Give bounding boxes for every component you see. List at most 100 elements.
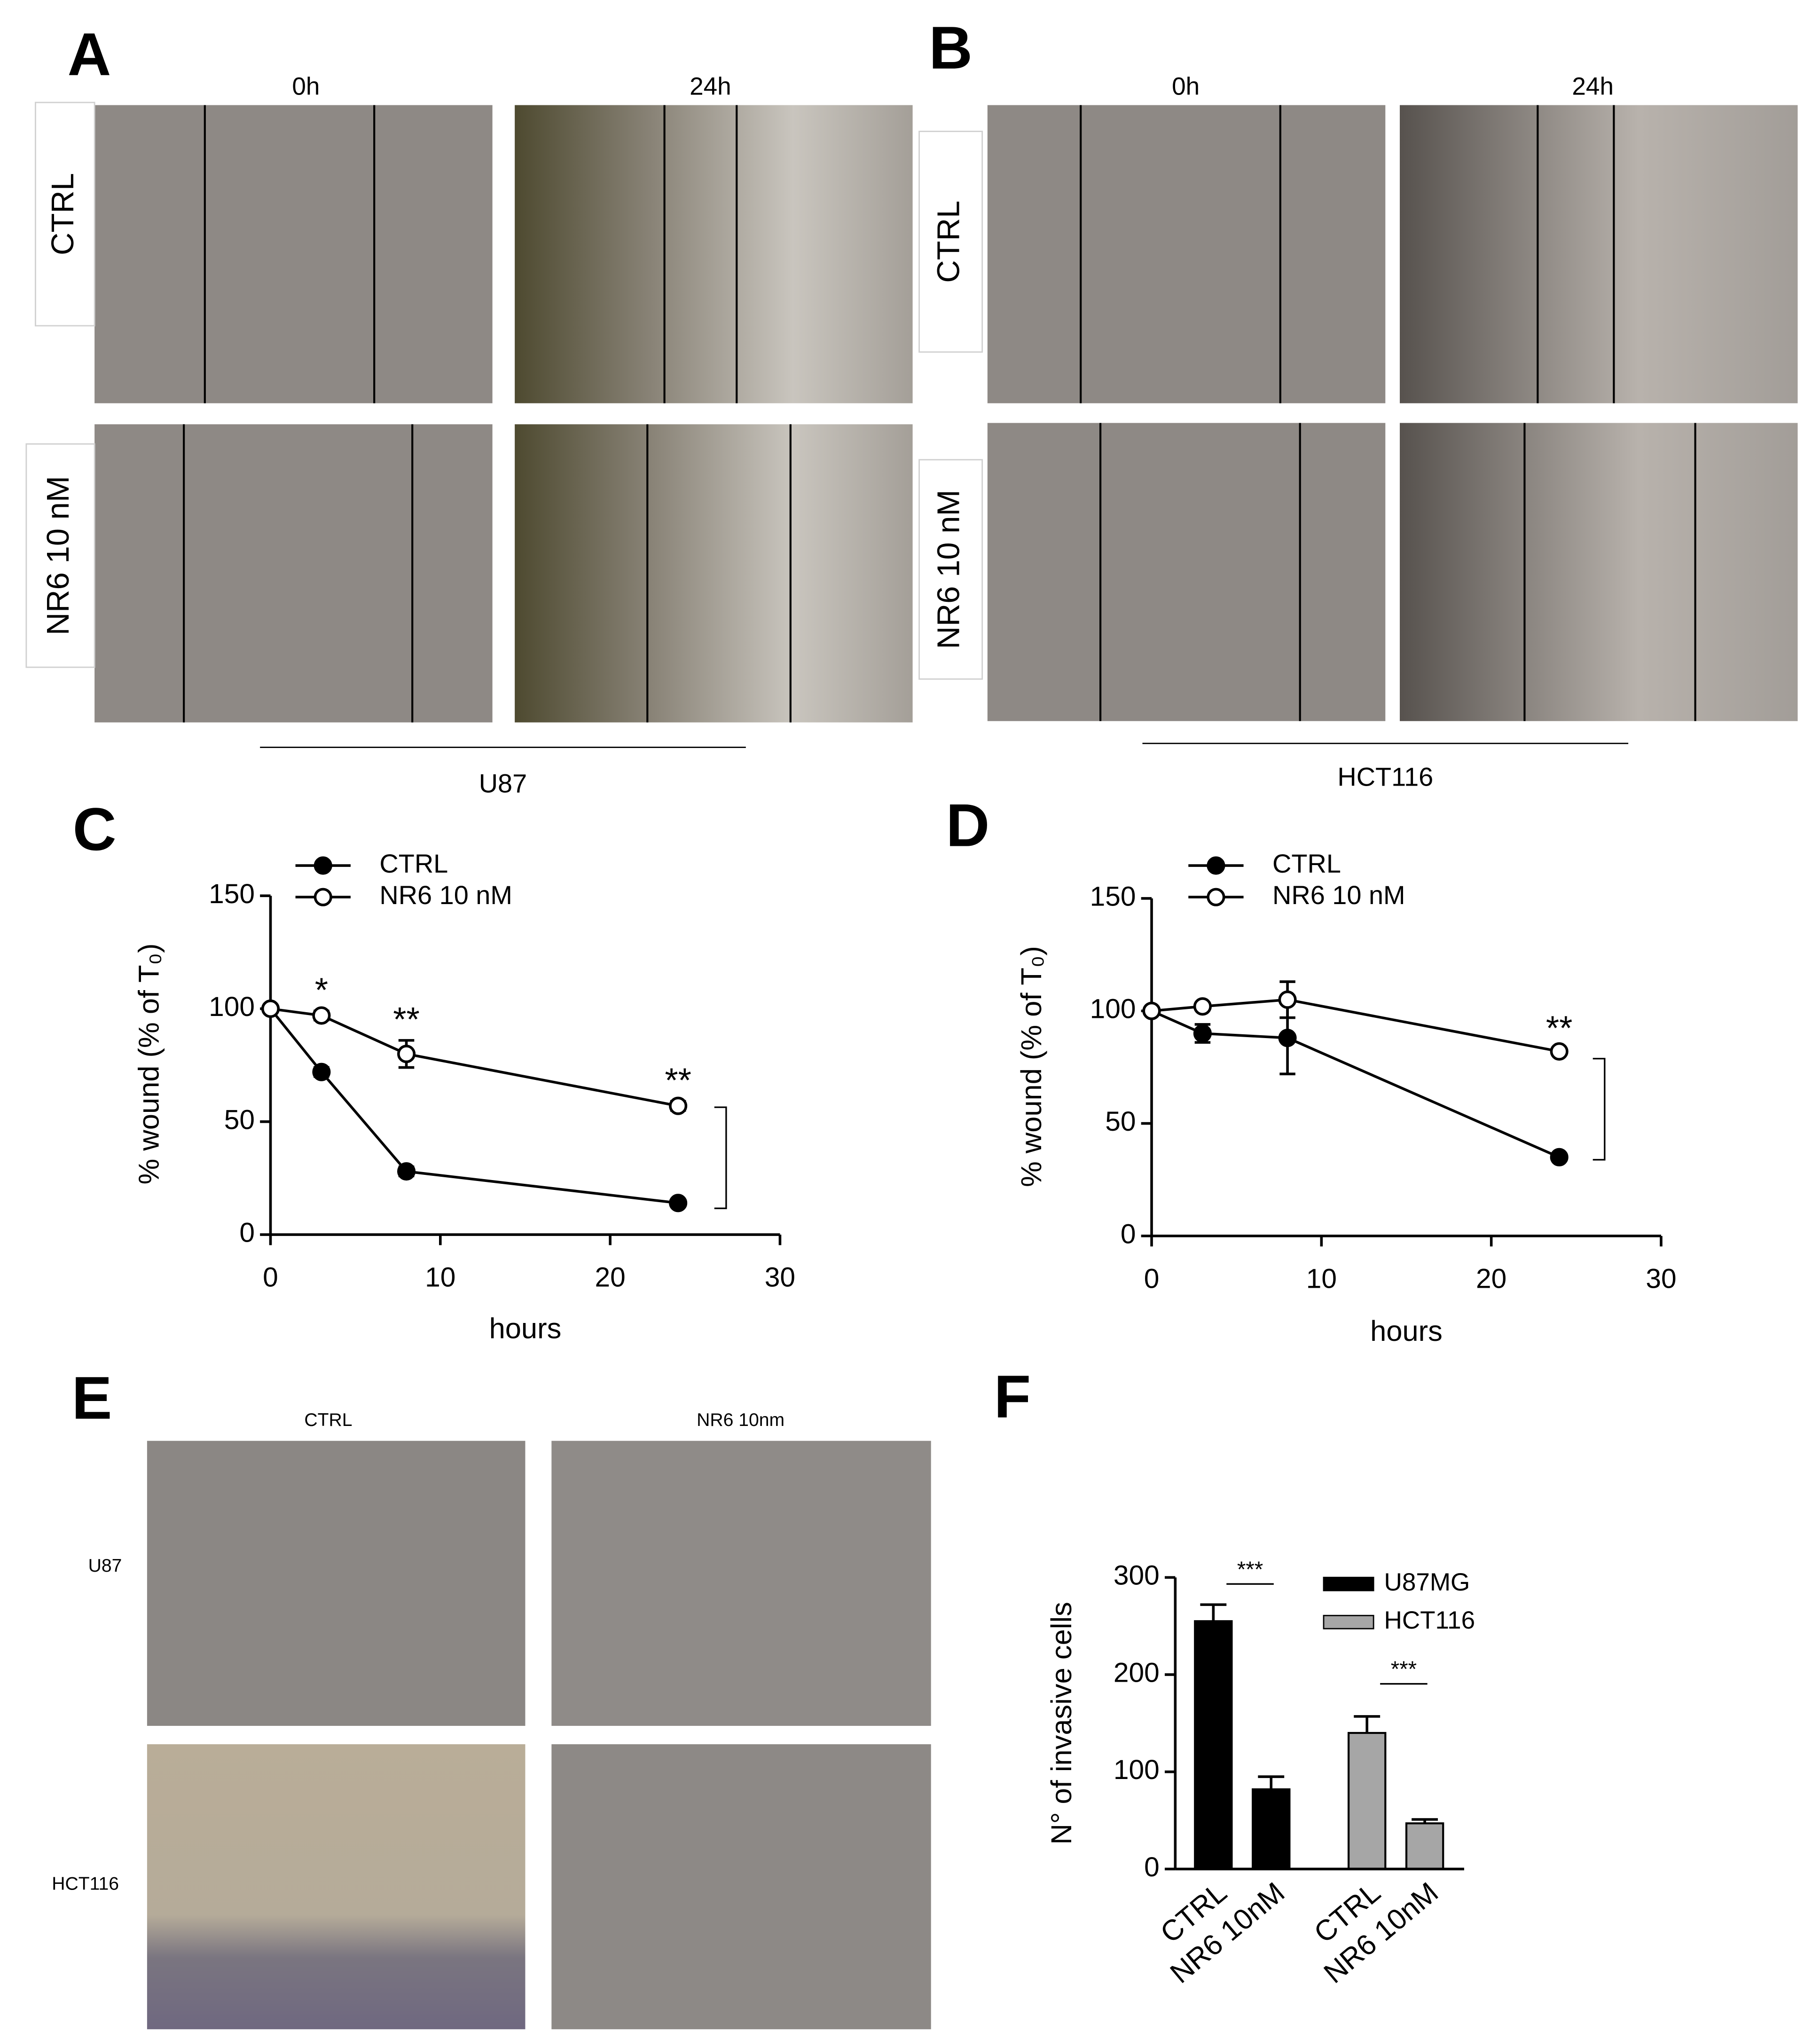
column-label: 24h (1572, 72, 1614, 100)
micrograph (147, 1441, 526, 1726)
significance: ** (393, 1000, 420, 1039)
data-point (669, 1096, 688, 1115)
bar (1194, 1620, 1233, 1870)
panel-letter: E (72, 1365, 112, 1432)
x-tick-label: 30 (1646, 1263, 1676, 1294)
micrograph (1400, 105, 1798, 403)
row-label: NR6 10 nM (40, 476, 76, 635)
column-label: 24h (690, 72, 731, 100)
data-point (312, 1006, 331, 1025)
legend-swatch (1323, 1576, 1374, 1591)
x-tick-label: 20 (1476, 1263, 1506, 1294)
legend-marker (1207, 888, 1225, 906)
data-point (1193, 1024, 1212, 1043)
y-tick-label: 0 (239, 1218, 255, 1248)
row-label-box (918, 131, 983, 353)
bar (1405, 1822, 1444, 1870)
legend-label: HCT116 (1384, 1606, 1475, 1634)
column-label: 0h (292, 72, 320, 100)
cell-line-label: U87 (479, 768, 527, 798)
y-tick-label: 0 (1121, 1219, 1136, 1249)
panel-letter: B (929, 15, 973, 82)
row-label-box (35, 102, 95, 327)
y-axis-label: N° of invasive cells (1045, 1602, 1078, 1844)
data-point (261, 1000, 280, 1018)
data-point (312, 1063, 331, 1081)
y-tick-label: 200 (1114, 1657, 1160, 1688)
data-point (397, 1045, 416, 1063)
data-point (1550, 1148, 1569, 1166)
row-label: CTRL (931, 201, 966, 283)
legend-label: U87MG (1384, 1568, 1470, 1596)
bracket (1592, 1058, 1606, 1161)
micrograph (515, 424, 913, 723)
legend-marker (314, 856, 332, 875)
data-point (1278, 1029, 1297, 1047)
data-point (397, 1162, 416, 1181)
legend-label: CTRL (1272, 849, 1341, 878)
y-tick-label: 100 (1090, 994, 1136, 1024)
legend-label: NR6 10 nM (1272, 880, 1405, 910)
row-label: U87 (88, 1556, 122, 1576)
legend-swatch (1323, 1614, 1374, 1630)
legend-label: NR6 10 nM (379, 880, 512, 910)
legend-marker (314, 888, 332, 906)
micrograph (987, 105, 1386, 403)
significance: *** (1391, 1657, 1417, 1682)
x-tick-label: 0 (1144, 1263, 1160, 1294)
row-label: CTRL (45, 173, 80, 255)
micrograph (515, 105, 913, 403)
micrograph (551, 1441, 931, 1726)
data-point (1278, 990, 1297, 1009)
y-tick-label: 50 (224, 1104, 255, 1135)
x-tick-label: 10 (1306, 1263, 1337, 1294)
bracket (714, 1106, 727, 1209)
panel-letter: F (994, 1363, 1031, 1431)
significance: ** (1546, 1009, 1573, 1047)
row-label-box (918, 459, 983, 680)
column-label: 0h (1172, 72, 1200, 100)
bar (1252, 1788, 1291, 1870)
x-tick-label: 0 (263, 1262, 278, 1293)
series-line (270, 1007, 679, 1107)
column-label: NR6 10nm (697, 1410, 784, 1430)
x-axis-label: hours (1370, 1315, 1443, 1347)
micrograph (551, 1744, 931, 2030)
micrograph (987, 423, 1386, 721)
x-tick-label: 30 (765, 1262, 795, 1293)
series-line (269, 1008, 678, 1205)
x-tick-label: 10 (425, 1262, 455, 1293)
y-tick-label: 150 (1090, 881, 1136, 912)
panel-letter: A (68, 21, 111, 88)
micrograph (94, 424, 493, 723)
column-label: CTRL (304, 1410, 352, 1430)
data-point (1142, 1001, 1161, 1020)
legend-marker (1207, 856, 1225, 875)
series-line (1151, 1009, 1560, 1158)
cell-line-label: HCT116 (1337, 762, 1433, 791)
y-tick-label: 150 (209, 879, 255, 909)
micrograph (147, 1744, 526, 2030)
row-label-box (25, 443, 95, 668)
x-axis-label: hours (489, 1312, 562, 1345)
data-point (1193, 997, 1212, 1016)
significance: *** (1237, 1557, 1263, 1582)
y-tick-label: 100 (209, 992, 255, 1022)
bar (1347, 1732, 1387, 1870)
significance: ** (665, 1062, 691, 1100)
panel-letter: D (946, 792, 990, 859)
y-tick-label: 50 (1105, 1106, 1136, 1137)
y-axis-label: % wound (% of T₀) (1015, 946, 1048, 1187)
data-point (1550, 1042, 1569, 1061)
micrograph (1400, 423, 1798, 721)
row-label: NR6 10 nM (931, 490, 966, 649)
y-tick-label: 100 (1114, 1755, 1160, 1785)
x-tick-label: 20 (595, 1262, 625, 1293)
row-label: HCT116 (52, 1874, 119, 1894)
series-line (1151, 998, 1560, 1053)
y-tick-label: 300 (1114, 1560, 1160, 1591)
significance: * (315, 971, 328, 1009)
y-tick-label: 0 (1144, 1852, 1160, 1882)
legend-label: CTRL (379, 849, 448, 878)
